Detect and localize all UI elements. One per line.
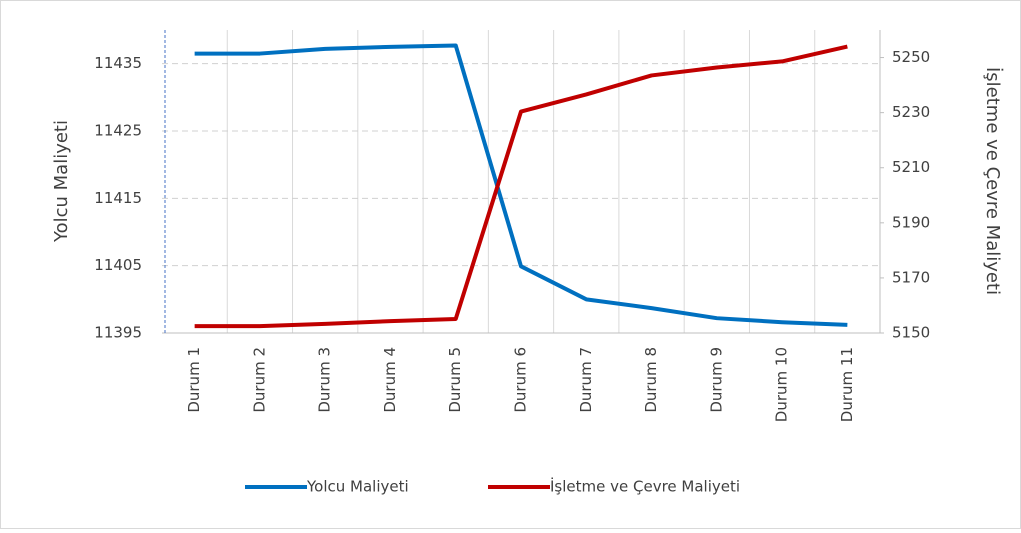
x-tick-label: Durum 9 [707,347,725,413]
y2-tick-label: 5190 [892,213,930,231]
y2-tick-label: 5150 [892,324,930,342]
x-tick-label: Durum 3 [316,347,334,413]
y2-tick-label: 5230 [892,103,930,121]
y-tick-label: 11435 [94,54,142,72]
y2-axis-title: İşletme ve Çevre Maliyeti [982,67,1003,295]
x-tick-label: Durum 1 [185,347,203,413]
y2-tick-label: 5170 [892,268,930,286]
y2-tick-label: 5250 [892,48,930,66]
y-tick-label: 11415 [94,189,142,207]
y-axis-title: Yolcu Maliyeti [51,120,72,243]
x-tick-label: Durum 2 [250,347,268,413]
series-line [194,43,848,327]
y2-tick-label: 5210 [892,158,930,176]
legend-label: Yolcu Maliyeti [306,478,409,496]
x-tick-label: Durum 6 [512,347,530,413]
y-tick-label: 11425 [94,122,142,140]
x-tick-label: Durum 10 [773,347,791,422]
legend-label: İşletme ve Çevre Maliyeti [550,477,740,496]
x-tick-label: Durum 8 [642,347,660,413]
x-tick-label: Durum 11 [838,347,856,422]
x-tick-label: Durum 5 [446,347,464,413]
x-tick-label: Durum 4 [381,347,399,413]
y-tick-label: 11405 [94,256,142,274]
series-line [194,44,848,329]
y-tick-label: 11395 [94,324,142,342]
x-tick-label: Durum 7 [577,347,595,413]
